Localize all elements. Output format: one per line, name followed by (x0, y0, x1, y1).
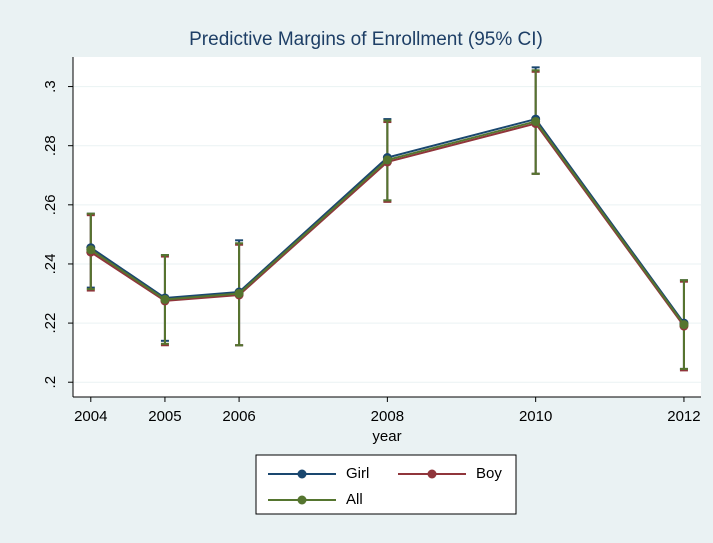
legend-label: Boy (476, 465, 502, 482)
y-tick-label: .3 (42, 80, 59, 93)
x-tick-label: 2006 (222, 408, 255, 425)
x-tick-label: 2005 (148, 408, 181, 425)
legend-label: All (346, 491, 363, 508)
point (234, 289, 244, 299)
legend-box (255, 454, 517, 515)
y-tick-label: .26 (42, 194, 59, 215)
point (160, 294, 170, 304)
point (531, 116, 541, 126)
y-tick-label: .2 (42, 376, 59, 389)
x-tick-label: 2004 (74, 408, 107, 425)
point (86, 245, 96, 255)
x-tick-label: 2008 (371, 408, 404, 425)
y-tick-label: .24 (42, 254, 59, 275)
y-tick-label: .28 (42, 135, 59, 156)
legend-marker (427, 469, 437, 479)
legend-marker (297, 469, 307, 479)
legend-label: Girl (346, 465, 369, 482)
series-line (90, 120, 685, 326)
point (679, 320, 689, 330)
x-tick-label: 2012 (667, 408, 700, 425)
plot-area (73, 57, 701, 397)
y-tick-label: .22 (42, 313, 59, 334)
x-tick-label: 2010 (519, 408, 552, 425)
legend-marker (297, 495, 307, 505)
point (382, 155, 392, 165)
x-axis-label: year (372, 428, 401, 445)
chart-title: Predictive Margins of Enrollment (95% CI… (189, 29, 543, 50)
series-line (90, 122, 685, 327)
series-line (90, 117, 685, 324)
